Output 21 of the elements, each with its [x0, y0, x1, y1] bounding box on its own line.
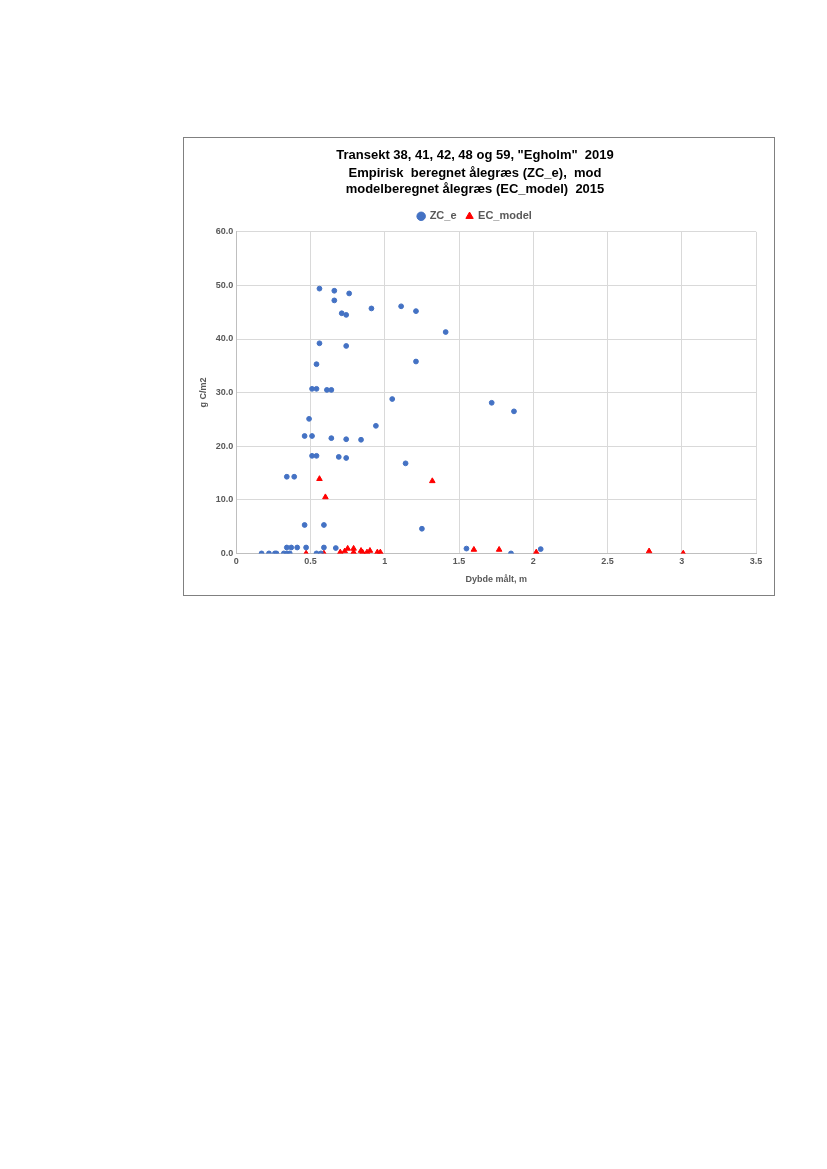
y-tick-label: 50.0 — [215, 279, 234, 290]
legend-label: ZC_e — [429, 209, 457, 222]
x-tick-label: 1 — [382, 556, 388, 567]
y-tick-label: 0.0 — [220, 547, 234, 558]
y-tick-label: 30.0 — [215, 387, 234, 398]
chart-title: Transekt 38, 41, 42, 48 og 59, "Egholm" 2019 — [336, 147, 614, 163]
legend-label: EC_model — [478, 209, 532, 222]
x-tick-label: 2 — [530, 556, 536, 567]
x-tick-label: 0.5 — [304, 556, 317, 567]
y-tick-label: 60.0 — [215, 226, 234, 237]
x-tick-label: 2.5 — [601, 556, 614, 567]
x-tick-label: 0 — [233, 556, 239, 567]
x-tick-label: 3 — [679, 556, 685, 567]
x-axis-title: Dybde målt, m — [465, 574, 527, 585]
chart-subtitle: Empirisk beregnet ålegræs (ZC_e), mod modelberegnet ålegræs (EC_model) 2015 — [345, 164, 605, 196]
x-tick-label: 1.5 — [452, 556, 466, 567]
y-tick-label: 40.0 — [215, 333, 234, 344]
x-tick-label: 3.5 — [749, 556, 763, 567]
y-tick-label: 20.0 — [215, 440, 234, 451]
y-tick-label: 10.0 — [215, 494, 234, 505]
y-axis-title: g C/m2 — [197, 377, 208, 408]
